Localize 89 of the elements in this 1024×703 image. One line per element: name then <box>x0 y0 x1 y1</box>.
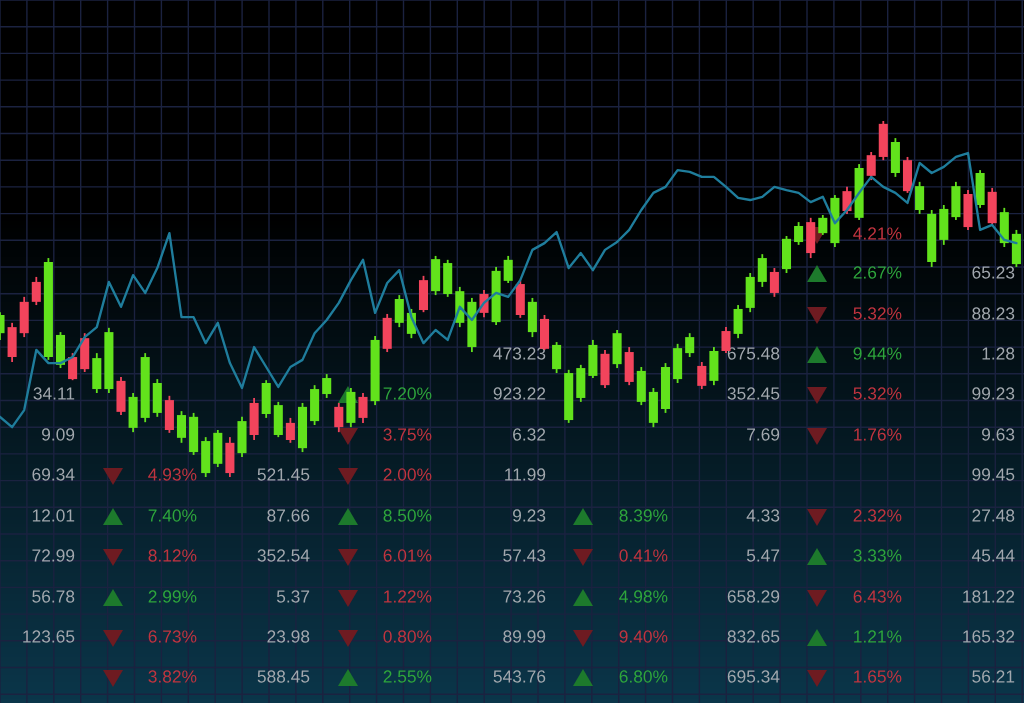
candlestick <box>394 294 404 329</box>
annotation: 2.67% <box>853 266 902 279</box>
text: 543.76 <box>493 670 546 683</box>
text: 5.47 <box>746 549 780 562</box>
candlestick <box>68 352 78 382</box>
annotation: 9.09 <box>42 428 75 441</box>
text: 5.37 <box>276 590 310 603</box>
text: 8.39% <box>619 509 668 522</box>
text: 87.66 <box>267 509 310 522</box>
text: 72.99 <box>32 549 75 562</box>
annotation: 4.21% <box>853 227 902 240</box>
annotation: 352.45 <box>727 387 780 400</box>
text: 2.99% <box>148 590 197 603</box>
annotation: 1.28 <box>982 347 1015 360</box>
candlestick <box>697 361 707 390</box>
candlestick <box>503 255 513 284</box>
text: 3.82% <box>148 670 197 683</box>
candlestick <box>794 221 804 246</box>
annotation: 34.11 <box>33 387 75 400</box>
text: 832.65 <box>727 630 780 643</box>
text: 8.50% <box>383 509 432 522</box>
text: 12.01 <box>32 509 75 522</box>
candlestick <box>285 416 295 444</box>
text: 57.43 <box>503 549 546 562</box>
text: 1.21% <box>854 630 902 643</box>
annotation: 5.32% <box>853 307 902 320</box>
text: 123.65 <box>23 630 75 643</box>
annotation: 473.23 <box>493 347 546 360</box>
annotation: 99.45 <box>972 468 1015 481</box>
annotation: 923.22 <box>493 387 546 400</box>
text: 89.99 <box>503 630 546 643</box>
annotation: 1.76% <box>854 428 902 441</box>
annotation: 99.23 <box>972 387 1015 400</box>
text: 4.33 <box>746 509 780 522</box>
text: 6.73% <box>148 630 197 643</box>
candlestick <box>842 185 852 215</box>
annotation: 9.63 <box>982 428 1015 441</box>
candlestick <box>358 392 368 424</box>
text: 8.12% <box>148 549 197 562</box>
text: 1.22% <box>384 590 432 603</box>
text: 27.48 <box>972 509 1015 522</box>
annotation: 3.75% <box>383 428 432 441</box>
candlestick <box>685 332 695 358</box>
text: 2.32% <box>853 509 902 522</box>
text: 6.43% <box>853 590 902 603</box>
annotation: 7.69 <box>747 428 780 441</box>
text: 9.23 <box>513 509 546 522</box>
text: 181.22 <box>963 590 1015 603</box>
candlestick <box>31 276 41 306</box>
annotation: 521.45 <box>257 468 310 481</box>
annotation: 88.23 <box>972 307 1015 320</box>
candlestick <box>334 402 344 434</box>
candlestick <box>866 151 876 182</box>
text: 56.78 <box>32 590 75 603</box>
annotation: 9.44% <box>853 347 902 360</box>
text: 165.32 <box>963 630 1015 643</box>
annotation: 675.48 <box>727 347 780 360</box>
text: 9.40% <box>619 630 668 643</box>
text: 7.40% <box>148 509 197 522</box>
annotation: 6.32 <box>513 428 546 441</box>
annotation: 11.99 <box>505 468 546 481</box>
annotation: 4.93% <box>148 468 197 481</box>
text: 352.54 <box>257 549 310 562</box>
text: 56.21 <box>972 670 1015 683</box>
text: 0.80% <box>383 630 432 643</box>
text: 3.33% <box>853 549 902 562</box>
text: 23.98 <box>267 630 310 643</box>
candlestick <box>769 267 779 298</box>
text: 695.34 <box>727 670 780 683</box>
annotation: 69.34 <box>32 468 75 481</box>
text: 588.45 <box>257 670 310 683</box>
text: 73.26 <box>503 590 546 603</box>
text: 2.55% <box>383 670 432 683</box>
text: 6.80% <box>619 670 668 683</box>
candlestick <box>322 373 332 399</box>
text: 658.29 <box>727 590 780 603</box>
candlestick <box>818 214 828 236</box>
text: 0.41% <box>619 549 668 562</box>
text: 4.98% <box>619 590 668 603</box>
text: 1.65% <box>854 670 902 683</box>
text: 6.01% <box>383 549 432 562</box>
candlestick <box>915 180 925 215</box>
annotation: 7.20% <box>383 387 432 400</box>
annotation: 65.23 <box>972 266 1015 279</box>
annotation: 2.00% <box>383 468 432 481</box>
candlestick <box>176 410 187 444</box>
candlestick <box>757 253 767 288</box>
annotation: 5.32% <box>853 387 902 400</box>
text: 45.44 <box>971 549 1015 562</box>
